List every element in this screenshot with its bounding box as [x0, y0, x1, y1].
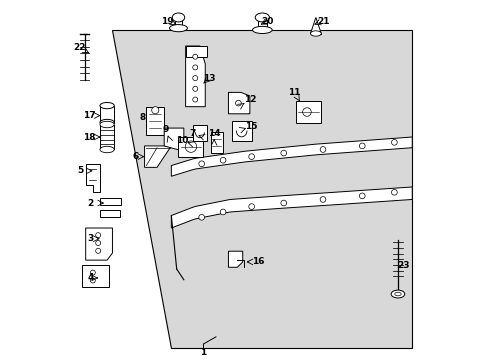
Text: 17: 17 [83, 111, 95, 120]
Circle shape [220, 157, 225, 163]
Circle shape [199, 215, 204, 220]
Circle shape [192, 97, 197, 102]
Ellipse shape [100, 146, 114, 153]
Text: 13: 13 [202, 73, 215, 82]
Circle shape [185, 141, 196, 152]
Circle shape [248, 204, 254, 210]
Ellipse shape [100, 121, 114, 128]
Text: 4: 4 [87, 274, 93, 283]
Polygon shape [100, 210, 120, 217]
Circle shape [90, 270, 95, 275]
Polygon shape [146, 107, 164, 135]
Polygon shape [171, 137, 411, 176]
Text: 7: 7 [189, 129, 196, 138]
Text: 14: 14 [207, 129, 220, 138]
Circle shape [192, 76, 197, 81]
Circle shape [96, 240, 101, 246]
Text: 6: 6 [132, 152, 139, 161]
Circle shape [320, 147, 325, 152]
Circle shape [359, 193, 365, 199]
Ellipse shape [310, 31, 321, 36]
Ellipse shape [100, 103, 114, 109]
Circle shape [192, 86, 197, 91]
Text: 2: 2 [87, 198, 93, 207]
Text: 22: 22 [73, 43, 86, 52]
Ellipse shape [252, 26, 272, 33]
Polygon shape [85, 164, 100, 192]
Polygon shape [164, 128, 183, 151]
Circle shape [96, 248, 101, 253]
Polygon shape [171, 187, 411, 228]
Ellipse shape [172, 13, 184, 22]
Polygon shape [144, 146, 171, 167]
Polygon shape [192, 125, 206, 140]
Polygon shape [228, 93, 249, 114]
Text: 10: 10 [176, 136, 188, 145]
Text: 12: 12 [243, 95, 256, 104]
Circle shape [302, 108, 310, 116]
Circle shape [248, 154, 254, 159]
Circle shape [199, 161, 204, 167]
Polygon shape [231, 121, 251, 140]
Polygon shape [185, 46, 205, 107]
Text: 15: 15 [245, 122, 257, 131]
Circle shape [391, 140, 396, 145]
Circle shape [235, 100, 241, 106]
Ellipse shape [255, 13, 269, 22]
Text: 3: 3 [87, 234, 93, 243]
Polygon shape [296, 101, 321, 123]
Text: 20: 20 [261, 17, 273, 26]
Circle shape [280, 200, 286, 206]
Text: 9: 9 [163, 125, 169, 134]
Circle shape [320, 197, 325, 202]
Polygon shape [310, 17, 321, 33]
Text: 8: 8 [140, 113, 145, 122]
Circle shape [96, 233, 101, 238]
Text: 1: 1 [200, 348, 206, 357]
Polygon shape [112, 30, 411, 347]
Circle shape [192, 65, 197, 70]
Text: 5: 5 [77, 166, 83, 175]
Text: 16: 16 [252, 257, 264, 266]
Polygon shape [210, 132, 223, 153]
Ellipse shape [100, 119, 114, 126]
Polygon shape [258, 17, 266, 30]
Bar [100, 105, 114, 123]
Ellipse shape [394, 292, 400, 296]
Text: 11: 11 [287, 88, 300, 97]
Circle shape [151, 107, 159, 114]
Circle shape [90, 278, 95, 283]
Ellipse shape [169, 24, 187, 32]
Polygon shape [178, 137, 203, 157]
Text: 21: 21 [316, 17, 328, 26]
Polygon shape [185, 46, 206, 57]
Circle shape [280, 150, 286, 156]
Polygon shape [100, 198, 121, 205]
Ellipse shape [390, 290, 404, 298]
Circle shape [192, 54, 197, 59]
Polygon shape [82, 265, 109, 287]
Polygon shape [175, 17, 182, 28]
Circle shape [391, 189, 396, 195]
Polygon shape [228, 251, 242, 267]
Polygon shape [85, 228, 112, 260]
Text: 23: 23 [396, 261, 409, 270]
Circle shape [359, 143, 365, 149]
Text: 18: 18 [83, 132, 95, 141]
Circle shape [220, 209, 225, 215]
Text: 19: 19 [161, 17, 174, 26]
